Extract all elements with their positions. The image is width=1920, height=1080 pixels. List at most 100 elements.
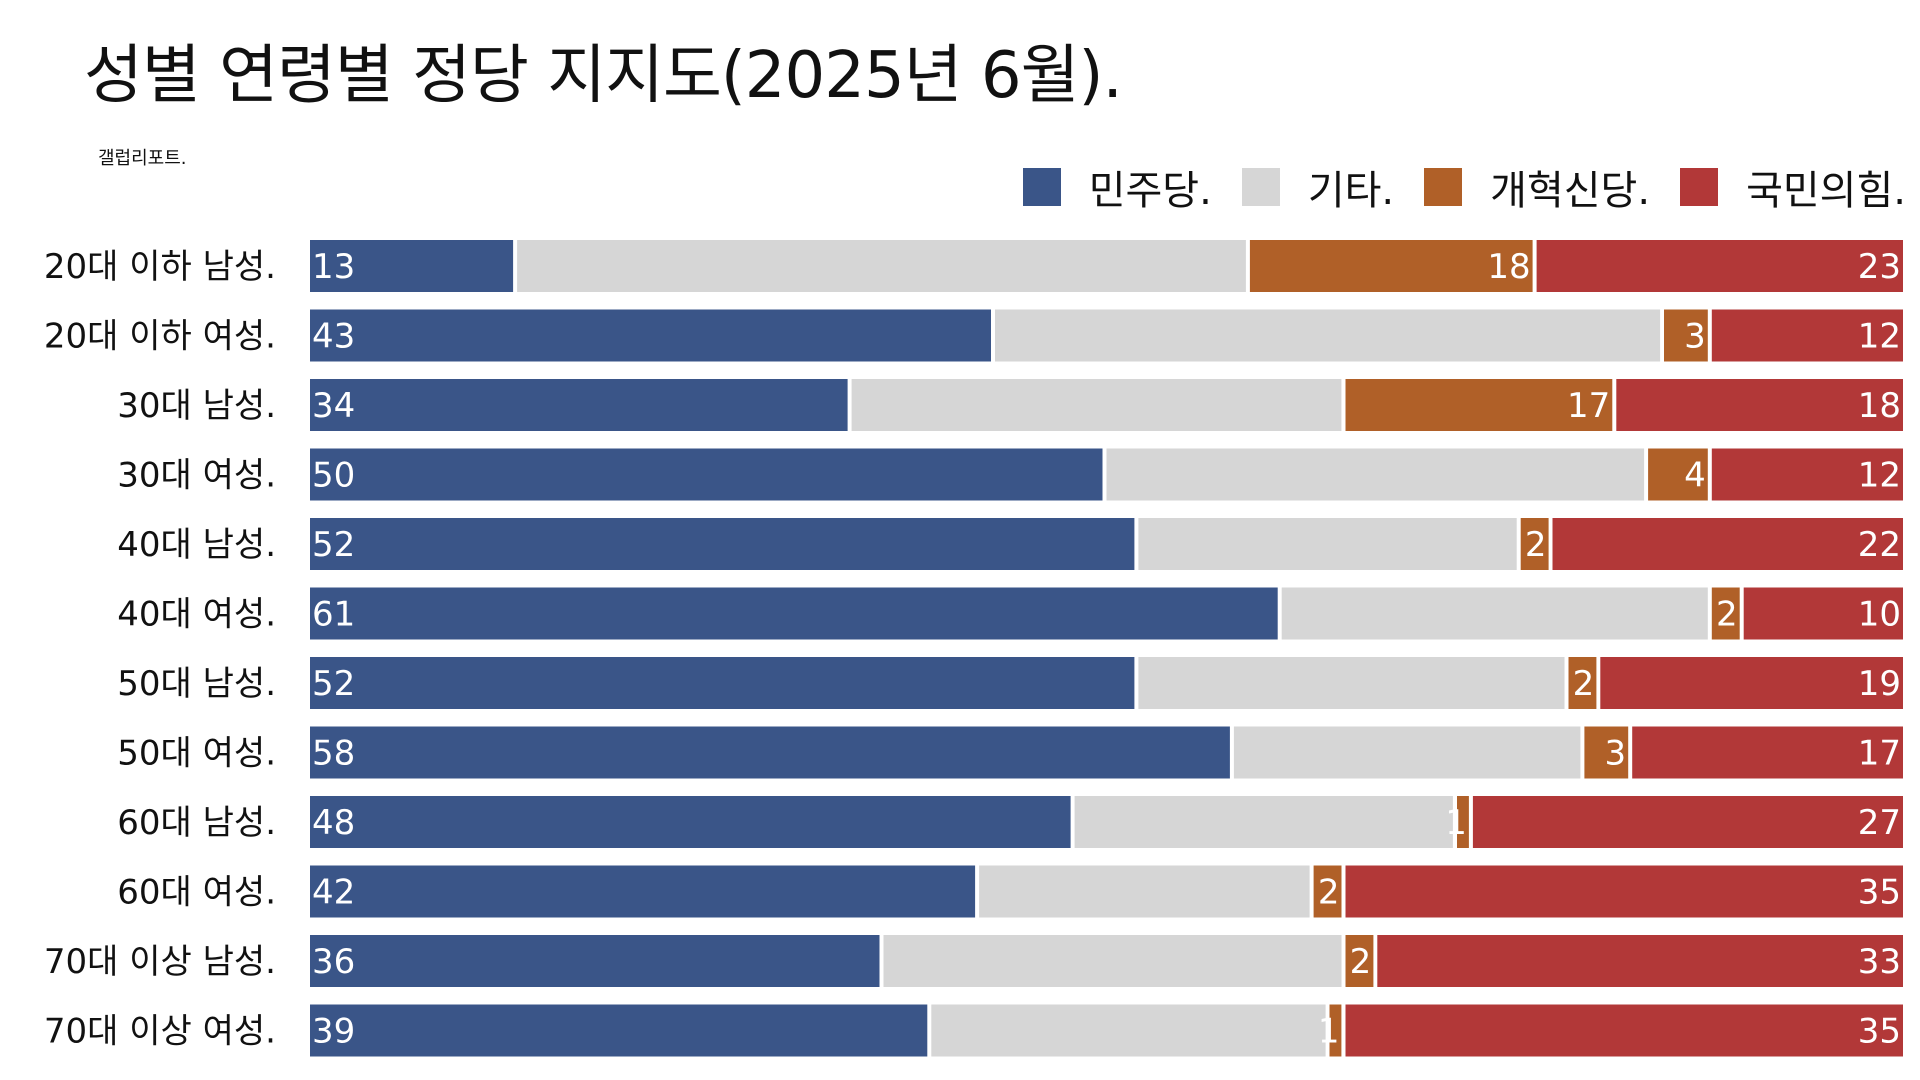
bar-value-label-ppp: 18	[1858, 386, 1901, 426]
bar-segment-reform	[1520, 518, 1549, 570]
bar-value-label-ppp: 35	[1858, 1012, 1901, 1052]
bar-segment-reform	[1457, 796, 1469, 848]
row-label: 20대 이하 여성.	[44, 317, 276, 357]
bar-segment-ppp	[1377, 935, 1903, 987]
bar-row: 60대 남성. 48 1 27	[117, 796, 1903, 848]
legend-item-other: 기타.	[1241, 158, 1395, 216]
bar-value-label-ppp: 33	[1858, 942, 1901, 982]
bar-value-label-ppp: 12	[1858, 456, 1901, 496]
bar-value-label-ppp: 27	[1858, 803, 1901, 843]
bar-segment-reform	[1329, 1004, 1342, 1057]
bar-value-label-reform: 3	[1684, 317, 1706, 357]
bar-value-label-minjoo: 50	[312, 456, 355, 496]
chart-title: 성별 연령별 정당 지지도(2025년 6월).	[84, 39, 1123, 113]
bar-segment-reform	[1648, 448, 1708, 501]
bar-value-label-ppp: 23	[1858, 247, 1901, 287]
bar-segment-minjoo	[310, 796, 1071, 848]
legend-swatch-other	[1241, 168, 1280, 206]
bar-row: 50대 여성. 58 3 17	[117, 726, 1903, 779]
bar-value-label-minjoo: 61	[312, 595, 355, 635]
bar-row: 20대 이하 여성. 43 3 12	[44, 309, 1903, 362]
bar-row: 20대 이하 남성. 13 18 23	[44, 240, 1903, 292]
bar-segment-reform	[1664, 309, 1708, 362]
bar-segment-ppp	[1472, 796, 1903, 848]
bar-segment-minjoo	[310, 518, 1135, 570]
bar-segment-minjoo	[310, 240, 514, 292]
legend-label-minjoo: 민주당.	[1088, 168, 1212, 214]
bar-segment-other	[1138, 657, 1565, 709]
bar-segment-other	[931, 1004, 1326, 1057]
bar-segment-ppp	[1711, 448, 1903, 501]
bar-segment-ppp	[1345, 865, 1903, 918]
row-label: 40대 남성.	[117, 525, 276, 565]
legend-swatch-minjoo	[1022, 168, 1061, 206]
bar-segment-minjoo	[310, 587, 1278, 640]
bar-value-label-ppp: 17	[1858, 734, 1901, 774]
bar-value-label-minjoo: 43	[312, 317, 355, 357]
bar-segment-minjoo	[310, 448, 1103, 501]
bar-value-label-reform: 2	[1350, 942, 1372, 982]
legend-label-ppp: 국민의힘.	[1746, 168, 1906, 214]
bar-segment-other	[979, 865, 1310, 918]
row-label: 60대 여성.	[117, 873, 276, 913]
bar-value-label-reform: 1	[1318, 1012, 1340, 1052]
bar-segment-ppp	[1345, 1004, 1903, 1057]
row-label: 50대 여성.	[117, 734, 276, 774]
bar-segment-reform	[1313, 865, 1342, 918]
bar-value-label-ppp: 22	[1858, 525, 1901, 565]
bar-segment-other	[995, 309, 1661, 362]
bar-segment-other	[1233, 726, 1581, 779]
bar-value-label-reform: 18	[1487, 247, 1530, 287]
legend-item-ppp: 국민의힘.	[1680, 158, 1906, 216]
bar-row: 70대 이상 여성. 39 1 35	[44, 1004, 1903, 1057]
bar-value-label-ppp: 10	[1858, 595, 1901, 635]
bar-row: 70대 이상 남성. 36 2 33	[44, 935, 1903, 987]
bar-value-label-reform: 1	[1445, 803, 1467, 843]
bar-segment-other	[851, 379, 1342, 431]
bar-segment-ppp	[1600, 657, 1903, 709]
bar-value-label-minjoo: 58	[312, 734, 355, 774]
bar-row: 60대 여성. 42 2 35	[117, 865, 1903, 918]
bar-segment-other	[1074, 796, 1453, 848]
bar-segment-reform	[1345, 935, 1374, 987]
bar-segment-minjoo	[310, 657, 1135, 709]
bar-segment-ppp	[1743, 587, 1903, 640]
row-label: 60대 남성.	[117, 803, 276, 843]
bar-value-label-minjoo: 36	[312, 942, 355, 982]
legend-label-other: 기타.	[1307, 168, 1395, 214]
bar-value-label-ppp: 19	[1858, 664, 1901, 704]
bar-segment-minjoo	[310, 726, 1230, 779]
bar-segment-other	[517, 240, 1246, 292]
bar-segment-other	[1138, 518, 1517, 570]
row-label: 70대 이상 남성.	[44, 942, 276, 982]
bar-value-label-reform: 2	[1318, 873, 1340, 913]
bar-value-label-reform: 17	[1567, 386, 1610, 426]
chart-legend: 민주당. 기타. 개혁신당. 국민의힘.	[1022, 158, 1906, 216]
legend-label-reform: 개혁신당.	[1490, 168, 1651, 214]
bar-value-label-minjoo: 13	[312, 247, 355, 287]
bar-value-label-reform: 3	[1605, 734, 1627, 774]
chart-source: 갤럽리포트.	[98, 148, 187, 169]
bar-segment-minjoo	[310, 379, 848, 431]
bar-segment-reform	[1249, 240, 1533, 292]
row-label: 20대 이하 남성.	[44, 247, 276, 287]
row-label: 40대 여성.	[117, 595, 276, 635]
bar-segment-minjoo	[310, 1004, 928, 1057]
bar-value-label-minjoo: 34	[312, 386, 355, 426]
bar-value-label-minjoo: 42	[312, 873, 355, 913]
row-label: 70대 이상 여성.	[44, 1012, 276, 1052]
bar-row: 30대 여성. 50 4 12	[117, 448, 1903, 501]
bar-segment-minjoo	[310, 935, 880, 987]
bar-row: 40대 여성. 61 2 10	[117, 587, 1903, 640]
bar-segment-ppp	[1711, 309, 1903, 362]
bar-segment-ppp	[1536, 240, 1903, 292]
row-label: 30대 남성.	[117, 386, 276, 426]
row-label: 30대 여성.	[117, 456, 276, 496]
bar-segment-minjoo	[310, 309, 991, 362]
legend-item-minjoo: 민주당.	[1022, 158, 1212, 216]
bar-segment-minjoo	[310, 865, 976, 918]
legend-swatch-ppp	[1680, 168, 1719, 206]
bar-segment-ppp	[1616, 379, 1903, 431]
bar-segment-other	[1281, 587, 1708, 640]
